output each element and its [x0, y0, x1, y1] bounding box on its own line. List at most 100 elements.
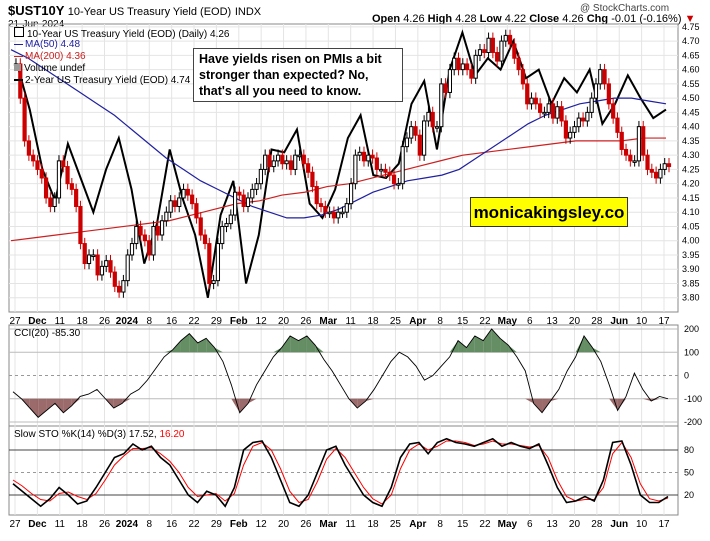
- x-tick-label-1-23: 6: [527, 519, 533, 530]
- candle-body-117: [516, 57, 521, 71]
- candle-body-83: [370, 154, 375, 159]
- candle-body-47: [215, 243, 221, 282]
- x-tick-label-1-15: 11: [345, 519, 356, 530]
- candle-body-46: [211, 280, 216, 284]
- cci-pos-fill-52: [449, 340, 459, 353]
- candle-body-64: [288, 160, 294, 170]
- cci-panel-frame: [8, 324, 679, 427]
- x-tick-label-0-22: May: [498, 316, 518, 327]
- candle-body-92: [409, 126, 414, 139]
- candle-body-94: [417, 134, 422, 156]
- exchange-label: INDX: [234, 6, 262, 18]
- candle-body-125: [550, 103, 556, 119]
- candle-body-131: [576, 117, 581, 128]
- candle-body-11: [61, 160, 66, 168]
- candle-body-56: [254, 183, 259, 190]
- candle-body-84: [374, 157, 379, 170]
- candle-body-93: [413, 126, 418, 136]
- candle-body-41: [190, 194, 195, 205]
- candle-body-25: [121, 280, 126, 293]
- legend-volume: Volume undef: [14, 63, 85, 75]
- x-tick-label-1-5: 2024: [116, 519, 139, 530]
- candle-body-140: [615, 117, 620, 133]
- high-value: 4.28: [455, 13, 477, 25]
- x-tick-label-0-8: 22: [188, 316, 200, 327]
- candle-body-27: [129, 243, 135, 256]
- x-tick-label-0-2: 11: [55, 316, 66, 327]
- y-tick-label-11: 4.20: [682, 179, 700, 189]
- candle-body-5: [35, 160, 40, 170]
- candle-body-54: [245, 197, 251, 207]
- cci-pos-fill-58: [500, 338, 509, 353]
- candle-body-135: [593, 83, 599, 99]
- down-arrow-icon: ▼: [684, 13, 696, 25]
- cci-neg-fill-5: [54, 398, 64, 413]
- candle-body-95: [422, 120, 427, 156]
- candle-body-24: [117, 285, 122, 293]
- candle-body-109: [482, 49, 487, 54]
- candle-body-32: [151, 225, 156, 256]
- x-tick-label-0-17: 25: [390, 316, 402, 327]
- candle-body-72: [323, 205, 328, 213]
- candle-body-130: [572, 126, 577, 133]
- cci-pos-fill-34: [298, 335, 307, 353]
- cci-neg-fill-42: [365, 398, 375, 402]
- candle-body-90: [400, 146, 405, 185]
- candle-body-89: [396, 183, 401, 186]
- cci-pos-fill-21: [189, 333, 198, 353]
- twoyear-overlay-line: [16, 29, 667, 298]
- x-tick-label-0-5: 2024: [116, 316, 139, 327]
- cci-pos-fill-68: [584, 335, 593, 353]
- cci-pos-fill-55: [474, 335, 484, 353]
- legend-ma50: MA(50) 4.48: [14, 39, 80, 51]
- y-tick-label-1: 4.70: [682, 36, 700, 46]
- candle-body-68: [306, 163, 311, 173]
- x-tick-label-0-12: 20: [278, 316, 290, 327]
- candle-body-120: [529, 97, 534, 105]
- candle-body-129: [568, 131, 573, 139]
- candle-body-108: [477, 49, 483, 56]
- candle-body-15: [78, 205, 83, 245]
- x-tick-label-1-14: Mar: [319, 519, 337, 530]
- annotation-box: Have yields risen on PMIs a bit stronger…: [193, 48, 403, 102]
- cci-neg-fill-3: [38, 398, 47, 418]
- candle-body-142: [623, 148, 629, 156]
- candle-body-51: [232, 191, 238, 216]
- candle-body-63: [284, 160, 289, 165]
- chg-value: -0.01 (-0.16%): [611, 13, 682, 25]
- x-tick-label-0-24: 13: [547, 316, 559, 327]
- sto-panel-frame: [8, 425, 679, 516]
- candle-body-39: [181, 188, 186, 199]
- candle-body-22: [108, 260, 113, 273]
- candle-body-104: [460, 63, 465, 71]
- y-tick-label-3: 4.60: [682, 65, 700, 75]
- candle-body-137: [602, 69, 607, 85]
- y-tick-label-18: 3.85: [682, 278, 700, 288]
- cci-neg-fill-76: [651, 398, 660, 402]
- cci-neg-fill-27: [239, 398, 249, 413]
- candle-body-114: [503, 34, 508, 42]
- x-tick-label-1-21: 22: [479, 519, 491, 530]
- candle-body-145: [636, 126, 642, 162]
- candle-body-80: [357, 151, 362, 156]
- close-value: 4.26: [562, 13, 584, 25]
- candle-body-37: [172, 200, 178, 207]
- x-tick-label-1-11: 12: [256, 519, 268, 530]
- cci-pos-fill-59: [508, 345, 517, 353]
- candle-body-8: [48, 197, 53, 207]
- ma200-line: [10, 137, 666, 242]
- candle-body-113: [499, 40, 504, 62]
- cci-tick-label-4: -200: [684, 417, 702, 427]
- candle-body-146: [641, 126, 646, 156]
- y-tick-label-8: 4.35: [682, 136, 700, 146]
- cci-neg-fill-62: [533, 398, 543, 413]
- candle-body-48: [220, 225, 225, 245]
- candle-body-134: [589, 97, 594, 113]
- cci-pos-fill-36: [315, 345, 324, 353]
- candle-body-33: [155, 225, 160, 236]
- candle-body-82: [366, 154, 371, 162]
- low-value: 4.22: [504, 13, 527, 25]
- candle-body-29: [138, 225, 143, 236]
- candle-body-61: [275, 154, 281, 162]
- x-tick-label-1-7: 16: [166, 519, 178, 530]
